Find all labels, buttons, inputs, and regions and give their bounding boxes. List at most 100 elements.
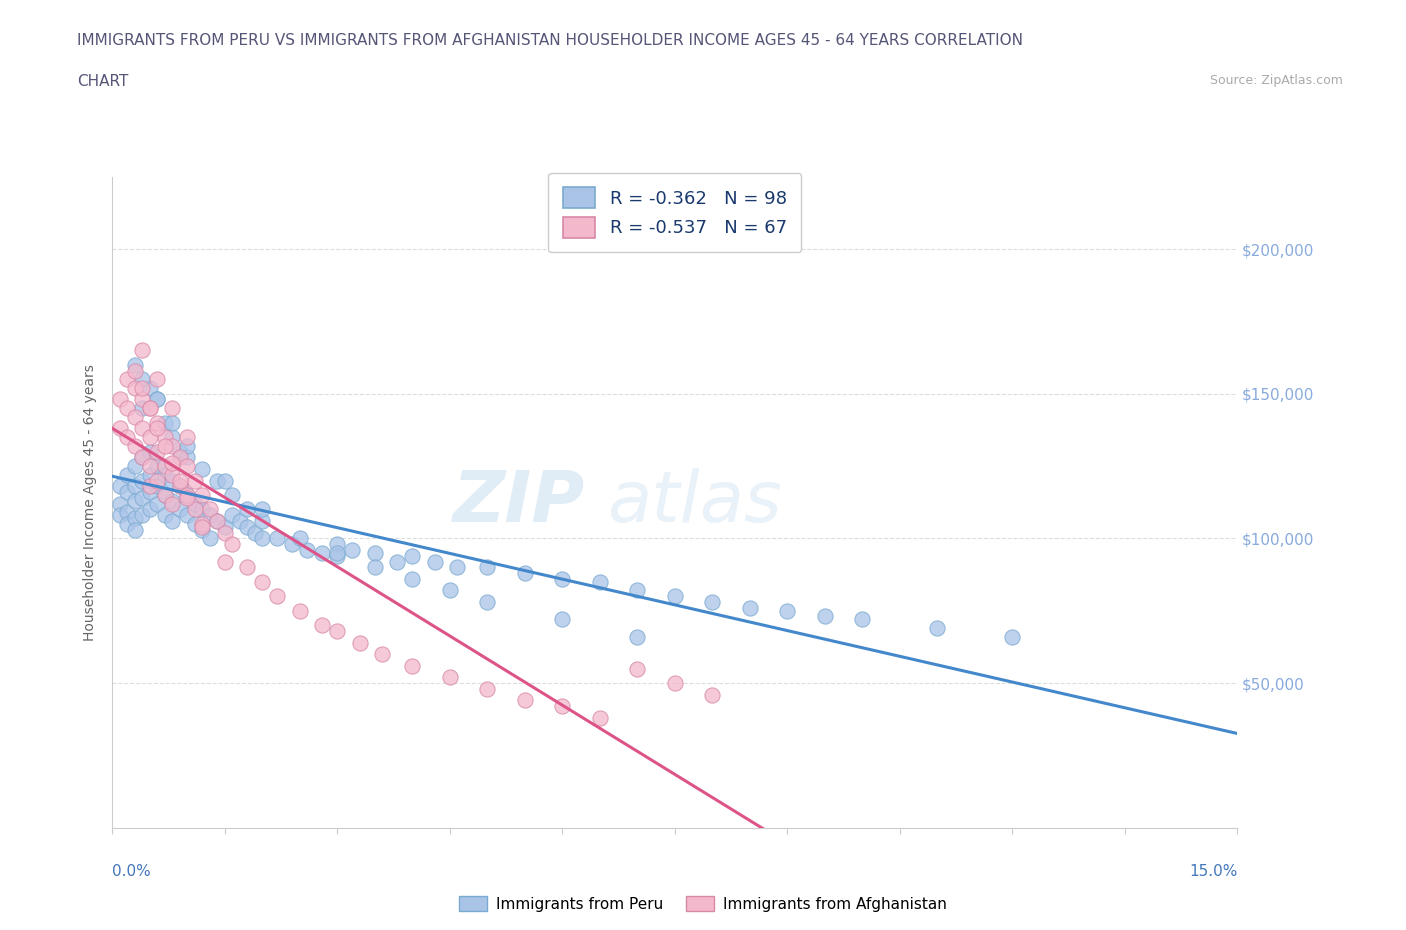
Point <box>176 438 198 453</box>
Point <box>423 554 446 569</box>
Point <box>738 601 761 616</box>
Point <box>364 545 387 560</box>
Point <box>1001 630 1024 644</box>
Point <box>626 583 648 598</box>
Point <box>139 479 162 494</box>
Point <box>146 458 169 473</box>
Point <box>131 450 153 465</box>
Point <box>131 421 153 436</box>
Point <box>139 485 162 499</box>
Point <box>139 458 162 473</box>
Point <box>146 392 169 407</box>
Point <box>146 445 169 459</box>
Text: 15.0%: 15.0% <box>1189 863 1237 879</box>
Point <box>117 505 139 520</box>
Point <box>169 479 191 494</box>
Point <box>551 612 574 627</box>
Point <box>191 516 214 531</box>
Point <box>153 487 176 502</box>
Point <box>207 513 229 528</box>
Point <box>169 450 191 465</box>
Point <box>371 646 394 661</box>
Point <box>349 635 371 650</box>
Point <box>139 401 162 416</box>
Point <box>117 401 139 416</box>
Point <box>252 575 274 590</box>
Point <box>184 502 207 517</box>
Point <box>131 380 153 395</box>
Point <box>153 508 176 523</box>
Point <box>131 401 153 416</box>
Point <box>162 467 184 482</box>
Point <box>401 571 423 586</box>
Point <box>281 537 304 551</box>
Point <box>551 571 574 586</box>
Point <box>162 497 184 512</box>
Legend: R = -0.362   N = 98, R = -0.537   N = 67: R = -0.362 N = 98, R = -0.537 N = 67 <box>548 173 801 252</box>
Point <box>342 542 364 557</box>
Point <box>108 421 131 436</box>
Point <box>131 372 153 387</box>
Point <box>401 549 423 564</box>
Point <box>146 372 169 387</box>
Point <box>131 392 153 407</box>
Point <box>814 609 837 624</box>
Point <box>131 450 153 465</box>
Point <box>221 537 243 551</box>
Point <box>117 516 139 531</box>
Point <box>124 363 146 378</box>
Point <box>214 519 236 534</box>
Point <box>184 516 207 531</box>
Point <box>311 618 333 632</box>
Point <box>176 458 198 473</box>
Point <box>477 682 499 697</box>
Point <box>153 415 176 430</box>
Point <box>131 508 153 523</box>
Point <box>626 661 648 676</box>
Point <box>162 401 184 416</box>
Point <box>146 392 169 407</box>
Point <box>551 698 574 713</box>
Point <box>162 415 184 430</box>
Point <box>266 589 288 604</box>
Point <box>229 513 252 528</box>
Point <box>191 487 214 502</box>
Point <box>176 487 198 502</box>
Point <box>776 604 799 618</box>
Point <box>221 508 243 523</box>
Point <box>108 497 131 512</box>
Point <box>387 554 409 569</box>
Point <box>108 479 131 494</box>
Point <box>153 458 176 473</box>
Point <box>108 508 131 523</box>
Point <box>162 513 184 528</box>
Point <box>513 565 536 580</box>
Point <box>153 467 176 482</box>
Text: CHART: CHART <box>77 74 129 89</box>
Point <box>139 380 162 395</box>
Point <box>108 392 131 407</box>
Point <box>252 531 274 546</box>
Point <box>117 430 139 445</box>
Point <box>326 545 349 560</box>
Point <box>169 473 191 488</box>
Point <box>124 511 146 525</box>
Point <box>191 519 214 534</box>
Point <box>326 623 349 638</box>
Point <box>236 560 259 575</box>
Point <box>297 542 319 557</box>
Point <box>236 502 259 517</box>
Point <box>626 630 648 644</box>
Point <box>589 711 612 725</box>
Point <box>439 583 461 598</box>
Text: atlas: atlas <box>607 468 782 537</box>
Point <box>124 438 146 453</box>
Point <box>169 502 191 517</box>
Point <box>153 487 176 502</box>
Point <box>146 473 169 488</box>
Point <box>184 497 207 512</box>
Point <box>252 513 274 528</box>
Point <box>169 479 191 494</box>
Point <box>664 675 686 690</box>
Point <box>207 473 229 488</box>
